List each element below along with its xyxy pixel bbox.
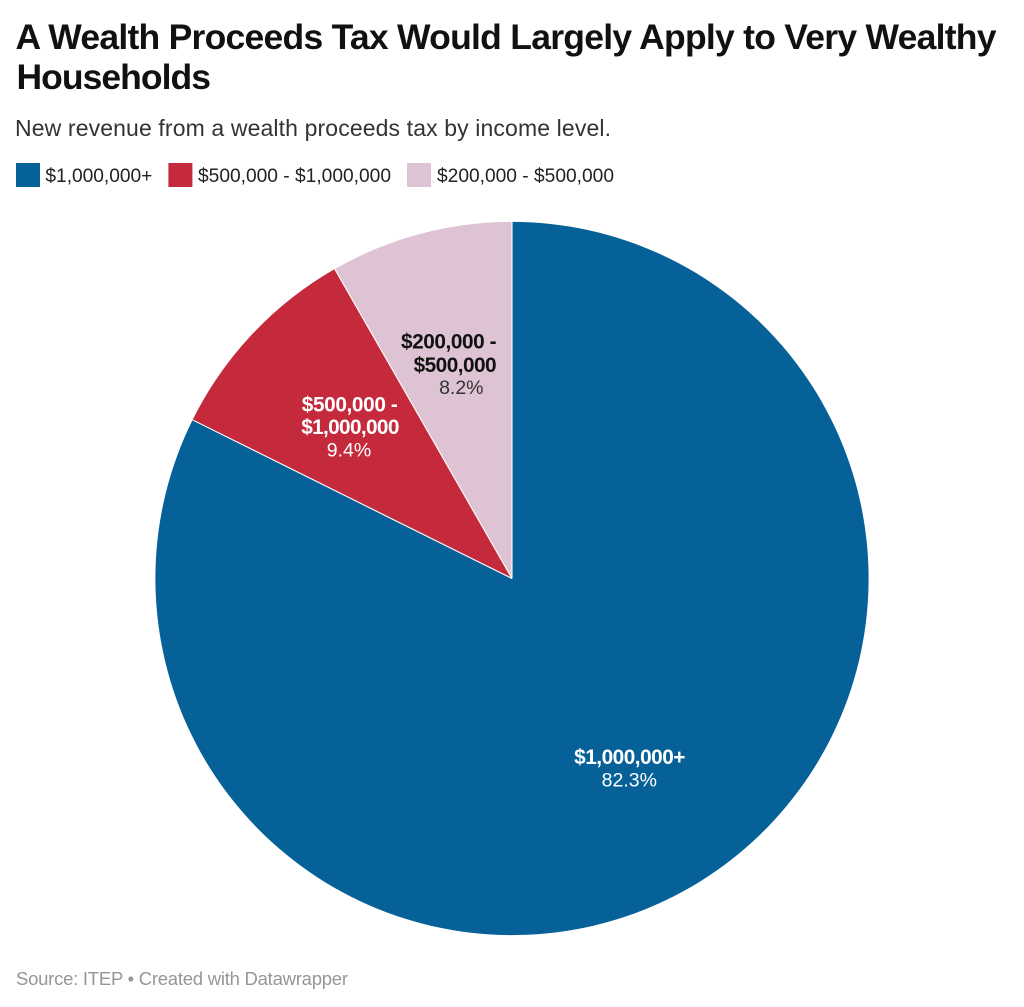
- svg-text:New revenue from a wealth proc: New revenue from a wealth proceeds tax b…: [15, 115, 611, 141]
- svg-text:Households: Households: [17, 57, 212, 97]
- svg-text:$500,000: $500,000: [414, 354, 497, 377]
- svg-text:$1,000,000: $1,000,000: [301, 416, 399, 439]
- svg-text:$1,000,000+: $1,000,000+: [45, 166, 152, 187]
- svg-text:9.4%: 9.4%: [327, 439, 371, 461]
- svg-text:$200,000 -: $200,000 -: [401, 331, 497, 354]
- svg-text:$500,000 -: $500,000 -: [302, 393, 398, 416]
- svg-text:A Wealth Proceeds Tax Would La: A Wealth Proceeds Tax Would Largely Appl…: [16, 17, 997, 57]
- svg-text:$200,000 - $500,000: $200,000 - $500,000: [437, 166, 614, 187]
- svg-text:8.2%: 8.2%: [439, 377, 483, 399]
- svg-text:$1,000,000+: $1,000,000+: [574, 746, 685, 769]
- svg-text:82.3%: 82.3%: [602, 769, 657, 791]
- svg-text:Source: ITEP • Created with Da: Source: ITEP • Created with Datawrapper: [16, 968, 348, 989]
- svg-text:$500,000 - $1,000,000: $500,000 - $1,000,000: [198, 166, 391, 187]
